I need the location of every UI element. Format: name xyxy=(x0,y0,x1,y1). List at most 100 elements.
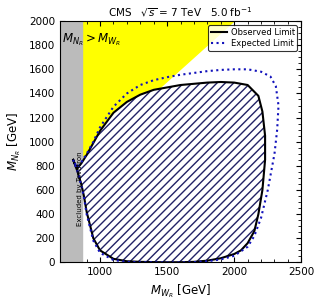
Observed Limit xyxy=(73,162,76,165)
Observed Limit xyxy=(79,182,83,186)
Expected Limit xyxy=(125,91,129,95)
Expected Limit xyxy=(79,183,83,187)
Text: $M_{N_R} > M_{W_R}$: $M_{N_R} > M_{W_R}$ xyxy=(62,32,121,48)
Observed Limit xyxy=(219,256,223,260)
Expected Limit xyxy=(125,260,129,264)
Observed Limit xyxy=(112,257,116,261)
Observed Limit xyxy=(125,259,129,263)
Observed Limit xyxy=(246,83,250,87)
Expected Limit xyxy=(205,259,209,263)
Observed Limit xyxy=(152,88,156,92)
Expected Limit xyxy=(112,258,116,262)
Expected Limit xyxy=(276,104,280,107)
Expected Limit xyxy=(71,158,75,162)
Legend: Observed Limit, Expected Limit: Observed Limit, Expected Limit xyxy=(208,25,297,51)
Observed Limit xyxy=(232,81,236,84)
Expected Limit xyxy=(179,73,182,76)
Expected Limit xyxy=(246,68,250,71)
Expected Limit xyxy=(85,152,89,156)
Observed Limit xyxy=(85,153,89,157)
Expected Limit xyxy=(232,254,236,258)
Observed Limit xyxy=(71,158,75,162)
Observed Limit xyxy=(152,260,156,264)
Observed Limit xyxy=(112,111,116,115)
Observed Limit xyxy=(85,210,89,214)
Observed Limit xyxy=(75,169,79,173)
Expected Limit xyxy=(266,188,270,192)
Observed Limit xyxy=(192,260,196,264)
Expected Limit xyxy=(79,160,83,164)
Expected Limit xyxy=(98,251,102,255)
Observed Limit xyxy=(71,158,75,162)
Line: Expected Limit: Expected Limit xyxy=(73,69,278,263)
Observed Limit xyxy=(138,93,142,96)
Observed Limit xyxy=(98,129,102,133)
Expected Limit xyxy=(275,128,279,132)
Expected Limit xyxy=(138,260,142,264)
Observed Limit xyxy=(165,260,169,264)
Expected Limit xyxy=(112,105,116,109)
Observed Limit xyxy=(179,83,182,87)
Observed Limit xyxy=(82,194,86,198)
Observed Limit xyxy=(73,162,76,165)
Observed Limit xyxy=(260,110,264,114)
Text: Excluded by Tevatron: Excluded by Tevatron xyxy=(77,151,83,226)
Observed Limit xyxy=(219,80,223,84)
Expected Limit xyxy=(232,68,236,71)
Observed Limit xyxy=(232,252,236,256)
Observed Limit xyxy=(205,81,209,84)
Y-axis label: $M_{N_R}$ [GeV]: $M_{N_R}$ [GeV] xyxy=(5,112,23,171)
Observed Limit xyxy=(263,158,267,162)
X-axis label: $M_{W_R}$ [GeV]: $M_{W_R}$ [GeV] xyxy=(150,283,211,300)
Expected Limit xyxy=(75,165,79,169)
Expected Limit xyxy=(274,84,278,88)
Observed Limit xyxy=(246,241,250,245)
Observed Limit xyxy=(179,260,182,264)
Observed Limit xyxy=(98,248,102,252)
Expected Limit xyxy=(165,261,169,264)
Expected Limit xyxy=(75,169,79,173)
Expected Limit xyxy=(179,261,182,264)
Expected Limit xyxy=(219,68,223,72)
Expected Limit xyxy=(273,152,276,156)
Observed Limit xyxy=(260,188,264,192)
Observed Limit xyxy=(263,134,267,137)
Observed Limit xyxy=(92,141,95,145)
Observed Limit xyxy=(252,229,256,233)
Observed Limit xyxy=(92,237,95,240)
Expected Limit xyxy=(259,216,263,220)
Expected Limit xyxy=(268,75,272,78)
Expected Limit xyxy=(92,140,95,144)
Observed Limit xyxy=(256,94,260,98)
Expected Limit xyxy=(219,258,223,261)
Expected Limit xyxy=(73,161,76,165)
Expected Limit xyxy=(246,245,250,248)
Observed Limit xyxy=(239,248,243,252)
Polygon shape xyxy=(73,82,265,262)
Observed Limit xyxy=(75,166,79,170)
Observed Limit xyxy=(79,162,83,165)
Expected Limit xyxy=(252,234,256,238)
Expected Limit xyxy=(205,69,209,73)
Observed Limit xyxy=(125,100,129,104)
Expected Limit xyxy=(92,239,95,243)
Expected Limit xyxy=(98,125,102,129)
Expected Limit xyxy=(165,75,169,79)
Polygon shape xyxy=(60,21,234,178)
Expected Limit xyxy=(259,70,263,73)
Observed Limit xyxy=(205,259,209,263)
Expected Limit xyxy=(73,162,76,165)
Expected Limit xyxy=(152,78,156,82)
Expected Limit xyxy=(71,158,75,162)
Observed Limit xyxy=(256,212,260,216)
Observed Limit xyxy=(138,260,142,264)
Expected Limit xyxy=(138,83,142,87)
Observed Limit xyxy=(192,82,196,86)
Expected Limit xyxy=(152,260,156,264)
Expected Limit xyxy=(85,212,89,216)
Title: CMS   $\sqrt{s}$ = 7 TeV   5.0 fb$^{-1}$: CMS $\sqrt{s}$ = 7 TeV 5.0 fb$^{-1}$ xyxy=(108,6,253,19)
Expected Limit xyxy=(192,71,196,75)
Expected Limit xyxy=(192,260,196,264)
Expected Limit xyxy=(82,196,86,199)
Observed Limit xyxy=(165,86,169,89)
